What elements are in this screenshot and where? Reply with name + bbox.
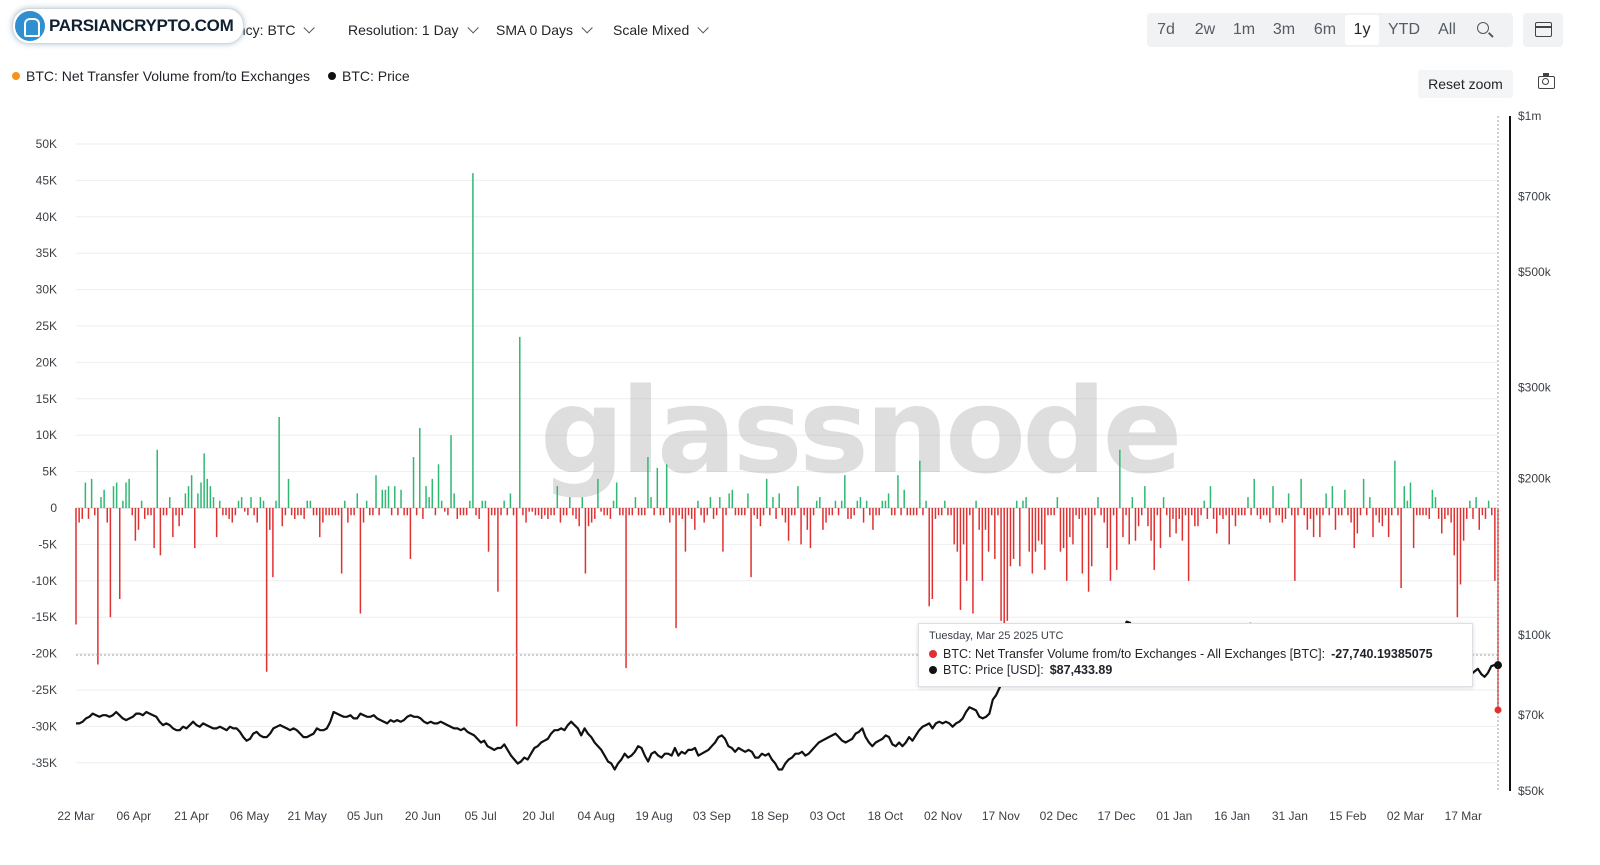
range-7d-button[interactable]: 7d [1157, 21, 1175, 38]
x-tick-label: 01 Jan [1156, 809, 1192, 823]
y-axis-right: $1m $700k $500k $300k $200k $100k $70k $50k [1509, 109, 1552, 798]
sma-label: SMA 0 Days [496, 22, 574, 38]
y-right-tick-label: $70k [1518, 708, 1545, 722]
y-left-tick-label: -25K [32, 683, 57, 697]
cursor-price-marker [1494, 661, 1502, 670]
tooltip-date: Tuesday, Mar 25 2025 UTC [929, 630, 1064, 642]
x-tick-label: 18 Oct [868, 809, 904, 823]
site-logo: PARSIANCRYPTO.COM [12, 8, 245, 44]
y-left-tick-label: 50K [36, 137, 57, 151]
y-left-tick-label: 40K [36, 210, 57, 224]
x-tick-label: 06 May [230, 809, 269, 823]
y-left-tick-label: -35K [32, 756, 57, 770]
range-all-button[interactable]: All [1438, 21, 1456, 38]
legend-item-net-transfer[interactable]: BTC: Net Transfer Volume from/to Exchang… [12, 68, 310, 84]
x-tick-label: 02 Dec [1040, 809, 1078, 823]
y-left-tick-label: 0 [50, 501, 57, 515]
watermark-text: glassnode [540, 362, 1179, 500]
time-range-selector: 7d 2w 1m 3m 6m 1y YTD All [1147, 13, 1513, 47]
tooltip-value-net-transfer: -27,740.19385075 [1331, 647, 1433, 661]
chart-legend: BTC: Net Transfer Volume from/to Exchang… [12, 68, 410, 84]
resolution-label: Resolution: 1 Day [348, 22, 459, 38]
x-tick-label: 21 Apr [174, 809, 209, 823]
y-right-tick-label: $1m [1518, 109, 1541, 123]
scale-dropdown[interactable]: Scale Mixed [613, 22, 710, 38]
scale-label: Scale Mixed [613, 22, 690, 38]
x-tick-label: 17 Dec [1097, 809, 1135, 823]
y-left-tick-label: 25K [36, 319, 57, 333]
y-left-tick-label: 35K [36, 246, 57, 260]
y-axis-left: 50K 45K 40K 35K 30K 25K 20K 15K 10K 5K 0 -5K -10K -15… [32, 137, 58, 770]
range-2w-button[interactable]: 2w [1194, 21, 1216, 38]
tooltip-label-price: BTC: Price [USD]: [943, 663, 1044, 677]
x-tick-label: 20 Jul [522, 809, 554, 823]
y-left-tick-label: -15K [32, 610, 57, 624]
range-3m-button[interactable]: 3m [1272, 21, 1296, 38]
tooltip-dot-red [929, 650, 937, 658]
y-right-tick-label: $200k [1518, 472, 1552, 486]
legend-dot-orange [12, 72, 20, 80]
bar-series [75, 173, 1499, 727]
y-left-tick-label: -20K [32, 647, 57, 661]
x-tick-label: 22 Mar [57, 809, 94, 823]
x-tick-label: 31 Jan [1272, 809, 1308, 823]
x-tick-label: 03 Oct [810, 809, 846, 823]
y-left-tick-label: 30K [36, 283, 57, 297]
y-left-tick-label: -5K [38, 537, 57, 551]
tooltip-value-price: $87,433.89 [1049, 663, 1113, 677]
zoom-select-icon[interactable] [1465, 15, 1503, 45]
y-left-tick-label: 15K [36, 392, 57, 406]
y-left-tick-label: -10K [32, 574, 57, 588]
x-tick-label: 04 Aug [578, 809, 615, 823]
x-axis: 22 Mar 06 Apr 21 Apr 06 May 21 May 05 Jun 20 J… [57, 809, 1482, 823]
y-right-tick-label: $50k [1518, 784, 1545, 798]
calendar-button[interactable] [1523, 13, 1563, 47]
y-right-tick-label: $300k [1518, 380, 1552, 394]
range-1m-button[interactable]: 1m [1232, 21, 1256, 38]
y-left-tick-label: -30K [32, 719, 57, 733]
x-tick-label: 19 Aug [635, 809, 672, 823]
camera-icon[interactable] [1538, 73, 1555, 89]
x-tick-label: 18 Sep [751, 809, 789, 823]
hover-tooltip: Tuesday, Mar 25 2025 UTC BTC: Net Transf… [918, 623, 1473, 687]
legend-dot-black [328, 72, 337, 80]
x-tick-label: 02 Mar [1387, 809, 1424, 823]
y-left-tick-label: 20K [36, 355, 57, 369]
y-left-tick-label: 10K [36, 428, 57, 442]
x-tick-label: 21 May [288, 809, 327, 823]
cursor-bar-marker [1494, 706, 1502, 714]
x-tick-label: 05 Jul [465, 809, 497, 823]
calendar-icon [1535, 22, 1552, 37]
logo-icon [15, 11, 45, 41]
tooltip-label-net-transfer: BTC: Net Transfer Volume from/to Exchang… [943, 647, 1326, 661]
reset-zoom-button[interactable]: Reset zoom [1418, 70, 1513, 98]
x-tick-label: 05 Jun [347, 809, 383, 823]
x-tick-label: 02 Nov [924, 809, 962, 823]
legend-label-net-transfer: BTC: Net Transfer Volume from/to Exchang… [26, 68, 311, 84]
y-left-tick-label: 45K [36, 173, 57, 187]
sma-dropdown[interactable]: SMA 0 Days [496, 22, 593, 38]
range-ytd-button[interactable]: YTD [1388, 21, 1420, 38]
range-1y-button[interactable]: 1y [1345, 15, 1379, 45]
logo-text: PARSIANCRYPTO.COM [49, 16, 234, 35]
tooltip-row-price: BTC: Price [USD]: $87,433.89 [929, 663, 1462, 677]
y-right-tick-label: $500k [1518, 265, 1552, 279]
x-tick-label: 15 Feb [1329, 809, 1367, 823]
x-tick-label: 20 Jun [405, 809, 441, 823]
x-tick-label: 17 Nov [982, 809, 1020, 823]
range-6m-button[interactable]: 6m [1313, 21, 1337, 38]
x-tick-label: 06 Apr [116, 809, 151, 823]
y-right-tick-label: $100k [1518, 628, 1552, 642]
tooltip-dot-black [929, 666, 937, 674]
x-tick-label: 17 Mar [1445, 809, 1482, 823]
legend-item-price[interactable]: BTC: Price [328, 68, 410, 84]
y-left-tick-label: 5K [42, 465, 57, 479]
legend-label-price: BTC: Price [342, 68, 410, 84]
y-right-tick-label: $700k [1518, 189, 1552, 203]
resolution-dropdown[interactable]: Resolution: 1 Day [348, 22, 479, 38]
x-tick-label: 16 Jan [1214, 809, 1250, 823]
tooltip-row-net-transfer: BTC: Net Transfer Volume from/to Exchang… [929, 647, 1462, 661]
x-tick-label: 03 Sep [693, 809, 731, 823]
